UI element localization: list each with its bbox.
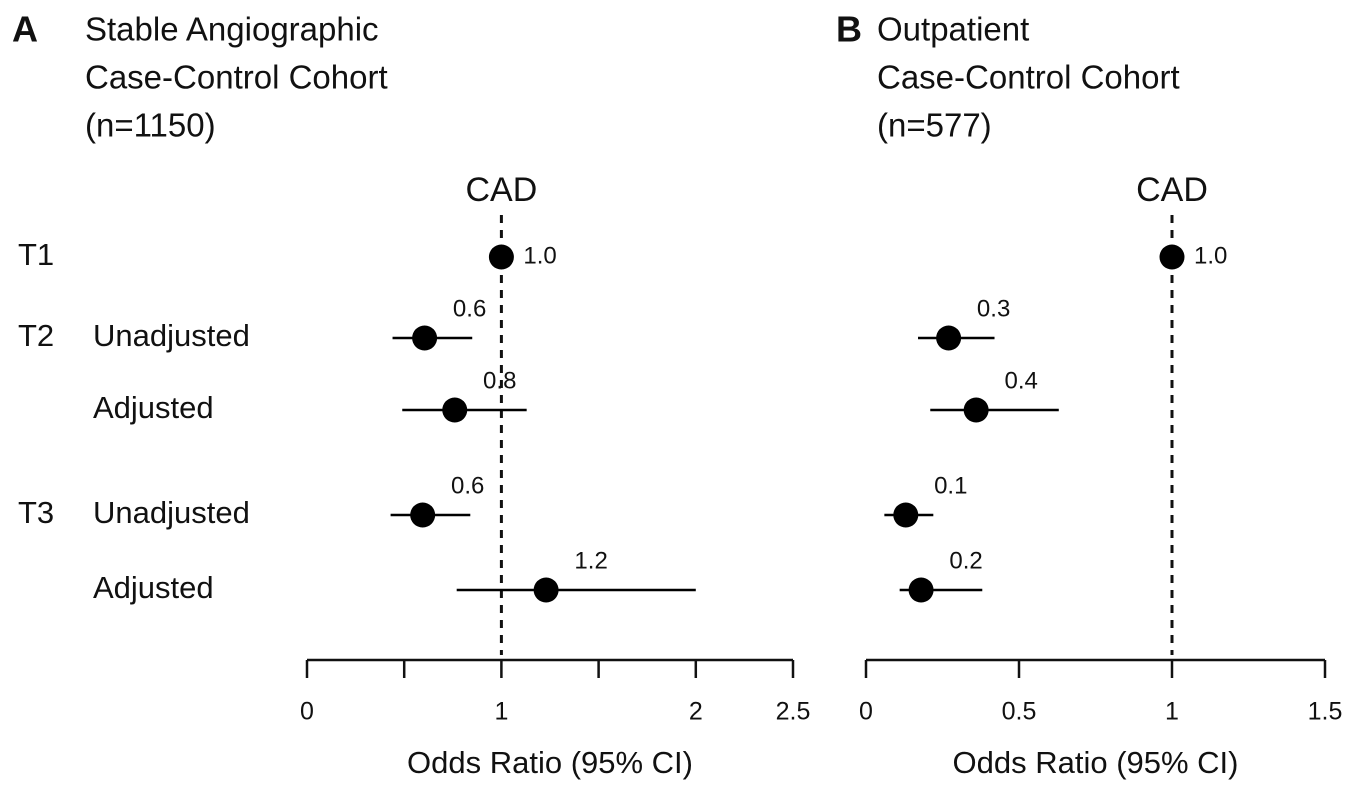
point-estimate bbox=[908, 577, 934, 603]
point-estimate bbox=[963, 397, 989, 423]
panel-title: Outpatient bbox=[877, 11, 1029, 48]
value-label: 0.2 bbox=[949, 547, 982, 574]
reference-label: CAD bbox=[1136, 171, 1208, 209]
x-tick-label: 0 bbox=[300, 698, 314, 726]
group-label: T3 bbox=[18, 495, 54, 530]
panel-title: (n=577) bbox=[877, 107, 992, 144]
panel-title: Case-Control Cohort bbox=[85, 59, 388, 96]
value-label: 0.6 bbox=[451, 472, 484, 499]
point-estimate bbox=[893, 502, 919, 528]
value-label: 1.0 bbox=[1194, 242, 1227, 269]
panel-title: Stable Angiographic bbox=[85, 11, 379, 48]
value-label: 1.0 bbox=[523, 242, 556, 269]
group-label: T2 bbox=[18, 318, 54, 353]
x-axis-label: Odds Ratio (95% CI) bbox=[953, 745, 1239, 780]
panel-title: (n=1150) bbox=[85, 107, 216, 144]
x-tick-label: 0 bbox=[859, 698, 873, 726]
point-estimate bbox=[412, 325, 438, 351]
reference-label: CAD bbox=[466, 171, 538, 209]
x-tick-label: 1 bbox=[494, 698, 508, 726]
value-label: 0.1 bbox=[934, 472, 967, 499]
panel-label: A bbox=[12, 9, 38, 50]
point-estimate bbox=[442, 397, 468, 423]
panel-title: Case-Control Cohort bbox=[877, 59, 1180, 96]
value-label: 0.6 bbox=[453, 295, 486, 322]
point-estimate bbox=[936, 325, 962, 351]
row-label: Adjusted bbox=[93, 570, 214, 605]
value-label: 1.2 bbox=[574, 547, 607, 574]
point-estimate bbox=[410, 502, 436, 528]
x-tick-label: 1 bbox=[1165, 698, 1179, 726]
point-estimate bbox=[488, 244, 514, 270]
row-label: Adjusted bbox=[93, 390, 214, 425]
row-label: Unadjusted bbox=[93, 318, 250, 353]
x-tick-label: 1.5 bbox=[1308, 698, 1343, 726]
point-estimate bbox=[533, 577, 559, 603]
value-label: 0.4 bbox=[1004, 367, 1037, 394]
row-label: Unadjusted bbox=[93, 495, 250, 530]
x-tick-label: 2.5 bbox=[776, 698, 811, 726]
group-label: T1 bbox=[18, 237, 54, 272]
value-label: 0.3 bbox=[977, 295, 1010, 322]
x-axis-label: Odds Ratio (95% CI) bbox=[407, 745, 693, 780]
x-tick-label: 0.5 bbox=[1002, 698, 1037, 726]
panel-label: B bbox=[836, 9, 862, 50]
value-label: 0.8 bbox=[483, 367, 516, 394]
point-estimate bbox=[1159, 244, 1185, 270]
x-tick-label: 2 bbox=[689, 698, 703, 726]
